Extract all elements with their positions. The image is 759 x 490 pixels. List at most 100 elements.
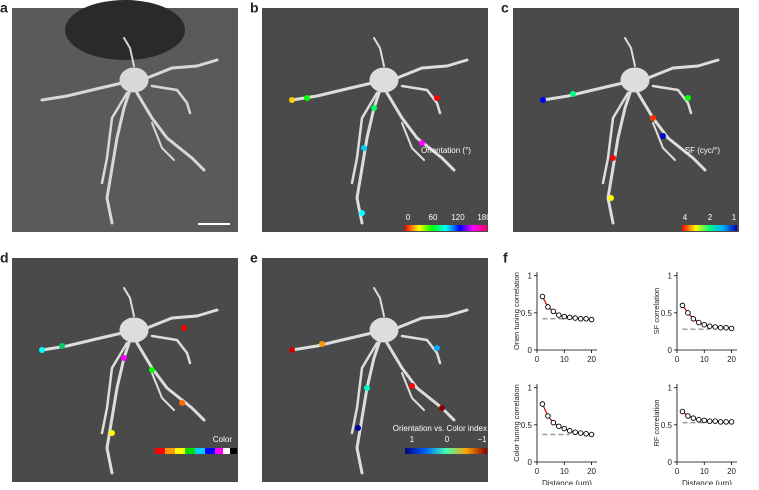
colorbar-tick: 4 <box>683 213 688 222</box>
data-point <box>706 418 713 424</box>
panel-label: e <box>250 249 258 265</box>
colorbar <box>682 225 737 231</box>
x-axis-label: Distance (µm) <box>682 479 732 485</box>
data-point <box>712 418 718 424</box>
data-point <box>701 417 708 424</box>
data-point <box>723 324 729 331</box>
image-b <box>262 8 488 232</box>
data-point <box>545 413 551 419</box>
colorbar-tick: 1 <box>732 213 737 222</box>
y-tick-label: 0 <box>668 346 673 355</box>
panel-label: c <box>501 0 509 15</box>
x-tick-label: 0 <box>535 467 540 476</box>
y-axis-label: Orien tuning correlation <box>512 272 521 350</box>
y-tick-label: 1 <box>668 272 673 281</box>
fit-line <box>541 403 592 436</box>
data-point <box>583 316 589 322</box>
colorbar-tick: −1 <box>477 435 487 444</box>
colorbar-tick: 2 <box>708 213 713 222</box>
data-point <box>561 425 568 432</box>
y-tick-label: 1 <box>668 384 673 393</box>
data-point <box>561 313 568 320</box>
x-tick-label: 10 <box>700 355 709 364</box>
data-point <box>588 431 595 438</box>
colorbar-label: Orientation vs. Color index <box>393 424 487 433</box>
data-point <box>556 312 562 318</box>
data-point <box>566 314 573 321</box>
data-point <box>566 428 573 434</box>
data-point <box>690 415 697 421</box>
colorbar <box>155 448 237 454</box>
neuron <box>289 286 469 475</box>
x-tick-label: 10 <box>560 467 569 476</box>
data-point <box>717 324 724 331</box>
data-point <box>696 416 702 423</box>
colorbar-label: Orientation (°) <box>421 146 471 155</box>
x-tick-label: 20 <box>587 355 596 364</box>
y-tick-label: 1 <box>528 272 533 281</box>
x-tick-label: 0 <box>675 355 680 364</box>
data-point <box>556 423 562 430</box>
y-tick-label: 0 <box>528 458 533 467</box>
data-point <box>728 325 735 332</box>
y-tick-label: 0.5 <box>521 421 533 430</box>
colorbar-tick: 0 <box>406 213 411 222</box>
colorbar-tick: 0 <box>445 435 450 444</box>
dark-region <box>65 0 185 60</box>
neuron <box>289 36 469 225</box>
y-axis-label: SF correlation <box>652 288 661 335</box>
x-tick-label: 10 <box>560 355 569 364</box>
y-tick-label: 1 <box>528 384 533 393</box>
image-c <box>513 8 739 232</box>
data-point <box>539 401 546 407</box>
data-point <box>723 419 729 425</box>
data-point <box>696 319 702 326</box>
data-point <box>685 310 691 316</box>
colorbar-tick: 120 <box>451 213 465 222</box>
y-tick-label: 0 <box>528 346 533 355</box>
data-point <box>679 408 686 415</box>
data-point <box>588 316 595 323</box>
x-tick-label: 0 <box>535 355 540 364</box>
data-point <box>690 316 697 322</box>
image-d <box>12 258 238 482</box>
colorbar-label: Color <box>213 435 232 444</box>
colorbar <box>405 225 487 231</box>
x-tick-label: 0 <box>675 467 680 476</box>
x-tick-label: 10 <box>700 467 709 476</box>
y-tick-label: 0 <box>668 458 673 467</box>
data-point <box>550 419 557 426</box>
panel-label: d <box>0 249 9 265</box>
image-e <box>262 258 488 482</box>
y-tick-label: 0.5 <box>521 309 533 318</box>
x-axis-label: Distance (µm) <box>542 479 592 485</box>
panel-label: f <box>503 249 508 265</box>
data-point <box>577 316 584 322</box>
panel-label: a <box>0 0 8 15</box>
y-axis-label: Color tuning correlation <box>512 384 521 462</box>
neuron <box>540 36 720 225</box>
data-point <box>583 431 589 437</box>
data-point <box>572 315 578 321</box>
data-point <box>572 429 578 436</box>
x-tick-label: 20 <box>587 467 596 476</box>
data-point <box>712 324 718 330</box>
data-point <box>728 419 735 425</box>
colorbar-tick: 1 <box>410 435 415 444</box>
colorbar-tick: 180 <box>477 213 491 222</box>
colorbar-label: SF (cyc/°) <box>685 146 721 155</box>
x-tick-label: 20 <box>727 355 736 364</box>
data-point <box>706 323 713 329</box>
neuron <box>39 286 219 475</box>
y-tick-label: 0.5 <box>661 421 673 430</box>
y-tick-label: 0.5 <box>661 309 673 318</box>
colorbar-tick: 60 <box>429 213 438 222</box>
data-point <box>577 430 584 436</box>
data-point <box>679 302 686 309</box>
data-point <box>717 419 724 425</box>
panel-label: b <box>250 0 259 15</box>
data-point <box>550 308 557 315</box>
data-point <box>701 321 708 328</box>
colorbar <box>405 448 487 454</box>
